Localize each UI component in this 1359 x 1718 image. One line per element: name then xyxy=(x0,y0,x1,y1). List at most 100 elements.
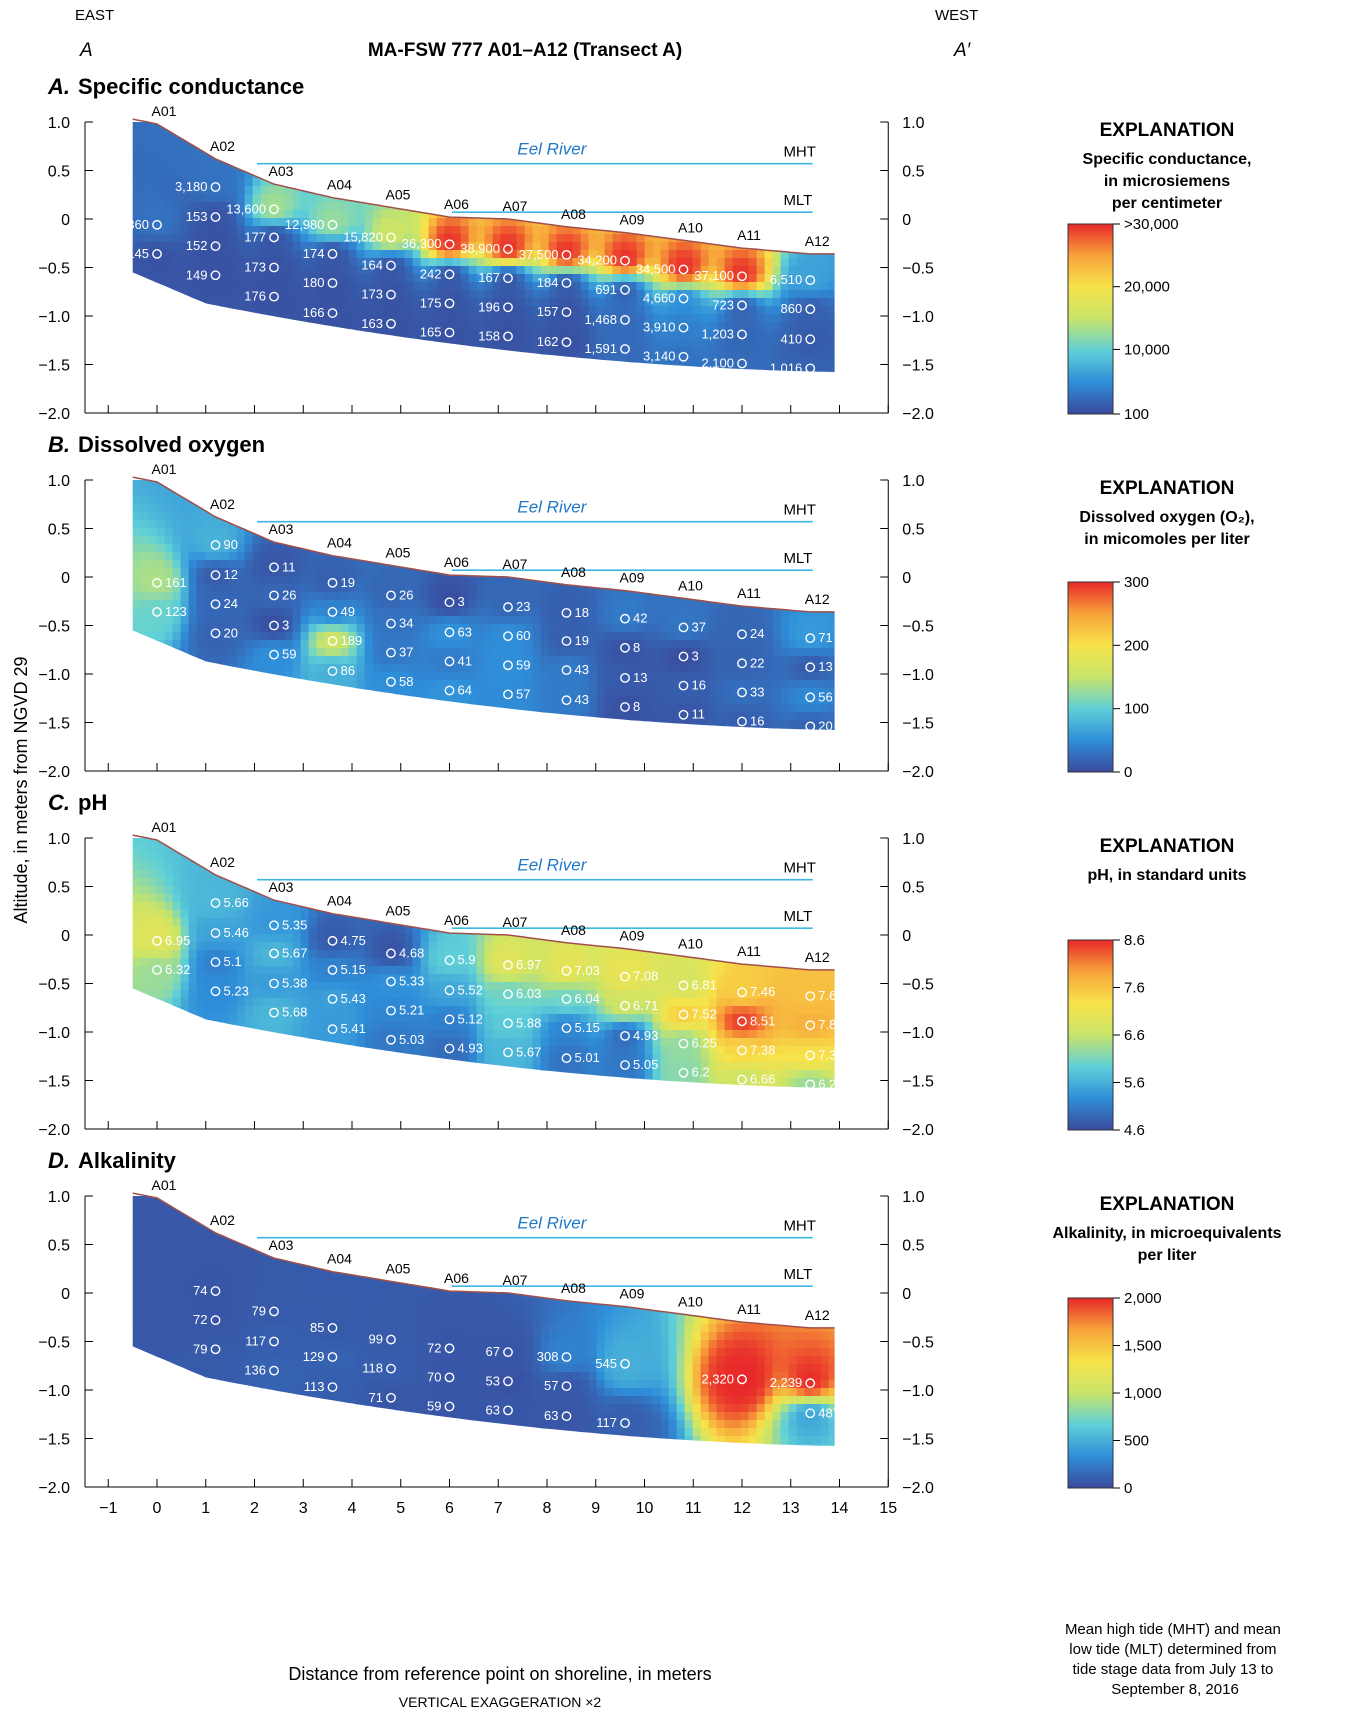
sample-value-label: 33 xyxy=(750,684,764,699)
sample-point xyxy=(210,1344,221,1355)
station-label: A07 xyxy=(503,914,528,930)
sample-value-label: 7.08 xyxy=(633,969,658,984)
y-tick-label: −1.0 xyxy=(38,1383,70,1400)
sample-value-label: 162 xyxy=(537,334,559,349)
sample-value-label: 3 xyxy=(692,649,699,664)
y-tick-label: 1.0 xyxy=(48,1189,70,1206)
y-tick-label-right: −2.0 xyxy=(902,764,934,781)
panel-title: A. Specific conductance xyxy=(47,74,304,99)
sample-point xyxy=(561,249,572,260)
station-label: A06 xyxy=(444,554,469,570)
y-tick-label: −2.0 xyxy=(38,1480,70,1497)
sample-point xyxy=(210,628,221,639)
sample-point xyxy=(678,293,689,304)
sample-point xyxy=(269,562,279,573)
ground-surface-line xyxy=(132,118,835,255)
sample-value-label: 57 xyxy=(516,686,530,701)
y-tick-label: 0 xyxy=(61,1286,70,1303)
sample-point xyxy=(210,898,221,908)
y-tick-label-right: −1.0 xyxy=(902,667,934,684)
sample-value-label: 6.71 xyxy=(633,998,658,1013)
sample-point xyxy=(503,302,513,313)
y-tick-label: 1.0 xyxy=(48,115,70,132)
sample-point xyxy=(805,275,816,286)
tide-note-line: September 8, 2016 xyxy=(1111,1681,1239,1698)
sample-point xyxy=(210,928,221,938)
sample-value-label: 158 xyxy=(478,328,500,343)
mlt-label: MLT xyxy=(783,550,812,567)
sample-point xyxy=(444,1014,455,1025)
sample-point xyxy=(678,264,689,275)
sample-value-label: 161 xyxy=(165,575,187,590)
sample-value-label: 175 xyxy=(420,295,442,310)
sample-point xyxy=(805,363,816,374)
station-label: A10 xyxy=(678,1293,703,1309)
sample-value-label: 58 xyxy=(399,674,413,689)
river-label: Eel River xyxy=(517,498,587,517)
sample-value-label: 1,016 xyxy=(770,360,803,375)
y-tick-label-right: −1.5 xyxy=(902,716,934,733)
sample-point xyxy=(678,1067,689,1078)
sample-point xyxy=(327,1323,338,1333)
mht-label: MHT xyxy=(783,1218,816,1235)
station-label: A02 xyxy=(210,854,235,870)
sample-point xyxy=(805,1020,816,1031)
legend-tick-label: 100 xyxy=(1124,406,1149,423)
tide-note-line: Mean high tide (MHT) and mean xyxy=(1065,1621,1281,1638)
sample-value-label: 3,360 xyxy=(116,217,149,232)
x-tick-label: 15 xyxy=(879,1500,897,1517)
sample-value-label: 8 xyxy=(633,640,640,655)
x-axis-label: Distance from reference point on shoreli… xyxy=(288,1664,711,1684)
sample-point xyxy=(678,680,689,691)
sample-point xyxy=(386,676,396,687)
east-label: EAST xyxy=(75,7,114,24)
sample-point xyxy=(269,978,279,989)
x-tick-label: 9 xyxy=(591,1500,600,1517)
sample-point xyxy=(620,672,630,683)
sample-value-label: 117 xyxy=(245,1334,266,1349)
y-tick-label: −0.5 xyxy=(38,1335,70,1352)
sample-point xyxy=(737,658,747,669)
sample-value-label: 242 xyxy=(420,266,442,281)
x-tick-label: 10 xyxy=(636,1500,654,1517)
explanation-heading: EXPLANATION xyxy=(1100,120,1235,141)
panel-0: A. Specific conductance 1.0 1.0 0.5 0.5 0 0 −0.5… xyxy=(38,74,1251,423)
station-label: A02 xyxy=(210,496,235,512)
sample-point xyxy=(620,1060,630,1070)
sample-point xyxy=(737,271,747,282)
y-tick-label: 0.5 xyxy=(48,880,70,897)
sample-point xyxy=(805,1408,816,1419)
x-tick-label: 11 xyxy=(685,1500,702,1517)
sample-point xyxy=(327,249,338,259)
sample-value-label: 26 xyxy=(282,587,296,602)
sample-value-label: 184 xyxy=(537,275,559,290)
sample-point xyxy=(386,948,396,959)
sample-point xyxy=(620,255,630,266)
sample-value-label: 7.03 xyxy=(575,963,600,978)
sample-point xyxy=(561,1411,572,1422)
sample-point xyxy=(737,1045,747,1056)
sample-value-label: 7.62 xyxy=(818,988,843,1003)
y-tick-label-right: 0.5 xyxy=(902,880,924,897)
y-tick-label: 1.0 xyxy=(48,473,70,490)
station-label: A09 xyxy=(620,212,645,228)
sample-point xyxy=(327,219,338,230)
sample-value-label: 129 xyxy=(303,1349,325,1364)
sample-point xyxy=(269,920,279,931)
station-label: A09 xyxy=(620,928,645,944)
sample-point xyxy=(561,695,572,706)
station-label: A01 xyxy=(152,461,177,477)
sample-value-label: 6.04 xyxy=(575,991,600,1006)
ground-surface-line xyxy=(132,834,835,971)
river-label: Eel River xyxy=(517,1214,587,1233)
y-tick-label-right: −0.5 xyxy=(902,977,934,994)
sample-point xyxy=(503,1376,513,1387)
y-tick-label: −1.5 xyxy=(38,358,70,375)
sample-point xyxy=(620,1000,630,1011)
sample-value-label: 6,510 xyxy=(770,272,803,287)
sample-point xyxy=(269,1007,279,1018)
sample-point xyxy=(561,307,572,318)
station-label: A11 xyxy=(737,1301,761,1317)
sample-point xyxy=(386,260,396,271)
sample-value-label: 7.52 xyxy=(692,1007,717,1022)
